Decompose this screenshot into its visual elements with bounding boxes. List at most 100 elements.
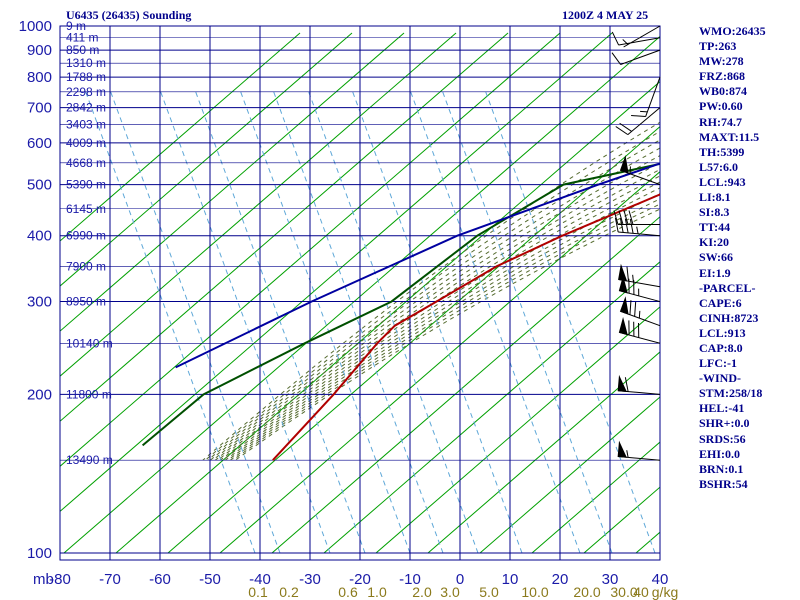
- dry-adiabat: [531, 441, 660, 554]
- height-label: 6990 m: [66, 229, 106, 243]
- wind-barb: [631, 76, 661, 118]
- index-line: CAPE:6: [699, 295, 742, 310]
- moist-adiabat: [227, 192, 660, 461]
- mixing-ratio-line: [351, 89, 523, 554]
- index-line: RH:74.7: [699, 114, 742, 129]
- index-line: -WIND-: [699, 371, 741, 386]
- temperature-tick-label: 20: [552, 571, 569, 588]
- pressure-tick-label: 100: [27, 545, 52, 562]
- mixing-ratio-line: [441, 89, 613, 554]
- pressure-tick-label: 200: [27, 386, 52, 403]
- temperature-trace: [272, 193, 660, 461]
- wind-barbs: [611, 25, 661, 461]
- pressure-tick-label: 700: [27, 100, 52, 117]
- index-line: LFC:-1: [699, 356, 737, 371]
- isotherms: [60, 26, 660, 560]
- index-line: LI:8.1: [699, 190, 731, 205]
- pressure-axis-unit: mb: [33, 571, 54, 588]
- index-line: WMO:26435: [699, 24, 766, 38]
- height-label: 4668 m: [66, 156, 106, 170]
- mixing-ratio-unit: g/kg: [652, 584, 678, 600]
- mixing-ratio-line: [84, 89, 256, 554]
- dry-adiabat: [271, 216, 660, 554]
- pressure-tick-label: 600: [27, 135, 52, 152]
- height-label: 411 m: [66, 31, 98, 45]
- moist-adiabat: [225, 187, 660, 461]
- dry-adiabat: [60, 32, 457, 377]
- wind-barb: [618, 263, 661, 288]
- dry-adiabat: [167, 125, 660, 554]
- dry-adiabat: [219, 171, 660, 554]
- index-line: CINH:8723: [699, 310, 759, 325]
- mixing-ratio-line: [239, 89, 411, 554]
- moist-adiabat: [230, 198, 660, 461]
- dry-adiabats: [60, 32, 800, 554]
- pressure-tick-label: 800: [27, 69, 52, 86]
- index-line: -PARCEL-: [699, 280, 756, 295]
- dry-adiabat: [115, 80, 660, 554]
- temperature-tick-label: -30: [299, 571, 321, 588]
- index-line: TH:5399: [699, 144, 745, 159]
- index-line: WB0:874: [699, 84, 747, 99]
- wind-barb: [611, 31, 661, 46]
- index-line: L57:6.0: [699, 159, 738, 174]
- mixing-ratio-tick-label: 0.1: [248, 584, 268, 600]
- moist-adiabat: [207, 139, 660, 461]
- height-label: 7900 m: [66, 259, 106, 273]
- index-line: EI:1.9: [699, 265, 731, 280]
- moist-adiabat: [209, 147, 660, 461]
- dry-adiabat: [60, 32, 353, 287]
- temperature-tick-label: 30: [602, 571, 619, 588]
- pressure-tick-label: 900: [27, 42, 52, 59]
- temperature-tick-label: -50: [199, 571, 221, 588]
- wind-barb: [617, 374, 661, 395]
- height-label: 4009 m: [66, 136, 106, 150]
- mixing-ratio-line: [484, 89, 656, 554]
- dry-adiabat: [60, 32, 405, 332]
- wind-barb: [617, 440, 661, 461]
- wind-barb: [613, 210, 660, 226]
- height-label: 1310 m: [66, 56, 106, 70]
- height-label: 9 m: [66, 19, 86, 33]
- mixing-ratio-tick-label: 1.0: [367, 584, 387, 600]
- dewpoint-trace: [141, 162, 660, 447]
- dry-adiabat: [792, 33, 800, 553]
- pressure-tick-label: 1000: [19, 18, 52, 35]
- mixing-ratio-tick-label: 5.0: [479, 584, 499, 600]
- temperature-tick-label: -70: [99, 571, 121, 588]
- index-line: LCL:913: [699, 325, 746, 340]
- mixing-ratio-line: [109, 89, 281, 554]
- index-line: SW:66: [699, 250, 734, 265]
- index-line: FRZ:868: [699, 69, 745, 84]
- mixing-ratio-tick-label: 20.0: [573, 584, 600, 600]
- temperature-tick-label: -20: [349, 571, 371, 588]
- dry-adiabat: [60, 32, 509, 422]
- height-label: 3403 m: [66, 118, 106, 132]
- dry-adiabat: [583, 486, 660, 554]
- pressure-tick-label: 300: [27, 294, 52, 311]
- temperature-tick-label: 0: [456, 571, 464, 588]
- index-line: LCL:943: [699, 174, 746, 189]
- isobars: [59, 25, 661, 561]
- parcel-trace: [175, 162, 660, 369]
- mixing-ratio-line: [272, 89, 444, 554]
- temperature-tick-label: 40: [652, 571, 669, 588]
- wind-barb: [615, 107, 661, 136]
- dry-adiabat: [60, 32, 301, 242]
- mixing-ratio-line: [307, 89, 479, 554]
- height-label: 6145 m: [66, 202, 106, 216]
- mixing-ratio-line: [409, 89, 581, 554]
- height-label: 850 m: [66, 43, 99, 57]
- mixing-ratio-tick-label: 0.6: [338, 584, 358, 600]
- index-line: BSHR:54: [699, 476, 748, 491]
- index-line: PW:0.60: [699, 99, 743, 114]
- index-line: SRDS:56: [699, 431, 746, 446]
- index-line: BRN:0.1: [699, 461, 744, 476]
- index-line: KI:20: [699, 235, 729, 250]
- mixing-ratio-tick-label: 40: [633, 584, 649, 600]
- index-line: TP:263: [699, 39, 737, 54]
- temperature-tick-label: -10: [399, 571, 421, 588]
- wind-barb: [611, 49, 661, 65]
